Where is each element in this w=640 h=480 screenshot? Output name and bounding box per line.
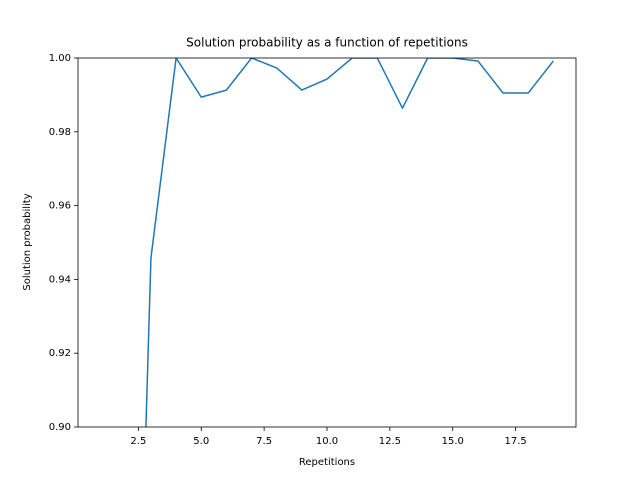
x-tick-label: 17.5 [505, 436, 527, 447]
x-tick-label: 10.0 [316, 436, 338, 447]
chart-title: Solution probability as a function of re… [186, 36, 468, 50]
y-tick-label: 0.94 [49, 274, 71, 285]
y-axis-label: Solution probability [22, 193, 33, 290]
x-axis-label: Repetitions [299, 457, 355, 468]
y-tick-label: 0.96 [49, 201, 71, 212]
data-line [145, 58, 554, 427]
y-tick-label: 0.92 [49, 348, 71, 359]
y-tick-label: 0.90 [49, 422, 71, 433]
x-tick-label: 12.5 [379, 436, 401, 447]
axes-frame [77, 57, 577, 428]
x-tick-label: 15.0 [442, 436, 464, 447]
x-tick-label: 2.5 [130, 436, 146, 447]
y-tick-label: 1.00 [49, 53, 71, 64]
x-tick-label: 5.0 [193, 436, 209, 447]
y-tick-label: 0.98 [49, 127, 71, 138]
x-tick-label: 7.5 [256, 436, 272, 447]
